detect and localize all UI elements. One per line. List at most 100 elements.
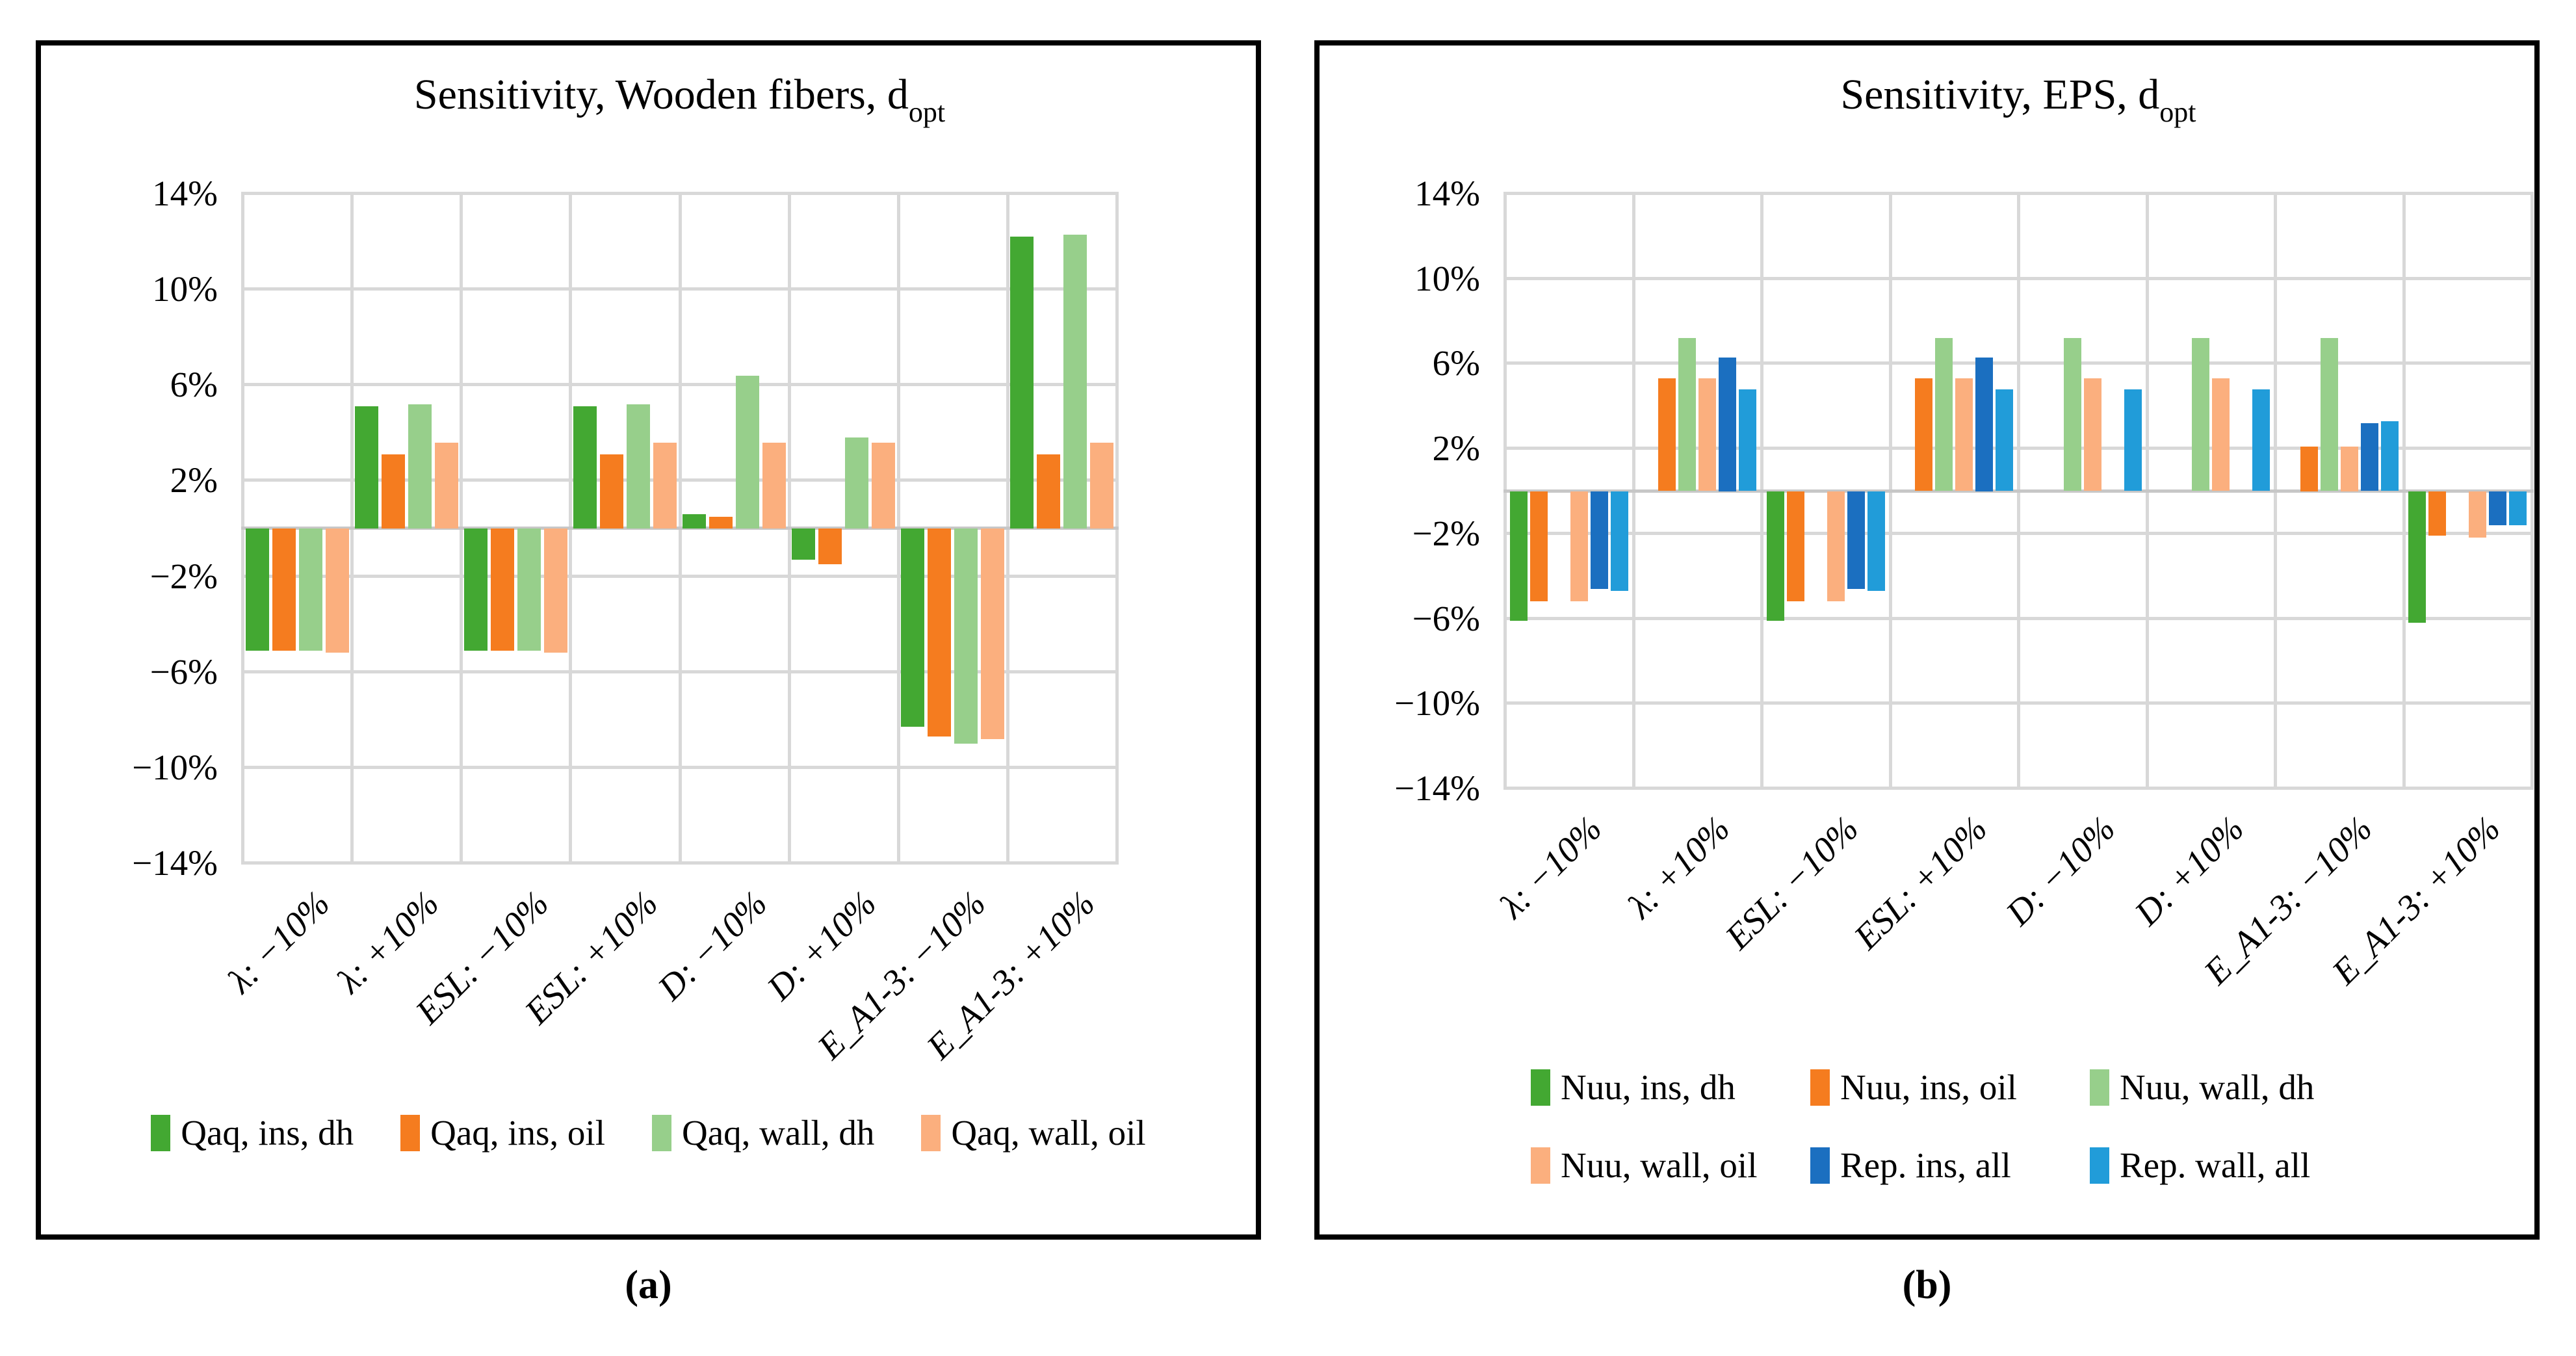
- legend-label: Qaq, wall, oil: [951, 1113, 1146, 1153]
- subfigure-caption-b: (b): [1902, 1263, 1952, 1307]
- bar-qaq-ins-oil: [599, 454, 623, 528]
- legend-item: Qaq, wall, oil: [921, 1113, 1146, 1153]
- y-tick-label: −6%: [150, 651, 218, 692]
- chart-panel-b: Sensitivity, EPS, dopt 14% 10% 6% 2% −2% −6% −…: [1314, 40, 2540, 1240]
- x-category-label: ESL: +10%: [1845, 808, 1995, 957]
- bar-qaq-ins-dh: [792, 528, 816, 560]
- bar-nuu-ins-dh: [2408, 491, 2426, 623]
- bar-nuu-wall-dh: [1935, 338, 1953, 491]
- bar-qaq-wall-oil: [1090, 442, 1114, 528]
- bar-nuu-wall-oil: [2083, 378, 2101, 491]
- bar-rep-ins-all: [2489, 491, 2507, 525]
- bar-qaq-wall-oil: [762, 442, 787, 528]
- x-category-label: D: −10%: [649, 883, 775, 1008]
- chart-b-title-main: Sensitivity, EPS, d: [1840, 71, 2160, 118]
- x-category-label: λ: −10%: [220, 883, 337, 1000]
- bar-rep-ins-all: [2360, 423, 2378, 491]
- legend-swatch-icon: [1531, 1147, 1550, 1184]
- y-tick-label: 10%: [152, 269, 218, 309]
- bar-rep-wall-all: [1996, 389, 2014, 491]
- chart-a-title-subscript: opt: [908, 96, 946, 128]
- bar-nuu-wall-dh: [2320, 338, 2338, 491]
- bar-rep-wall-all: [1610, 491, 1628, 592]
- bar-rep-wall-all: [2252, 389, 2270, 491]
- bar-rep-ins-all: [1590, 491, 1608, 589]
- legend-item: Nuu, ins, oil: [1810, 1067, 2090, 1108]
- y-tick-label: 10%: [1414, 258, 1480, 298]
- x-category-label: λ: +10%: [1620, 808, 1738, 926]
- bar-nuu-ins-oil: [1529, 491, 1548, 602]
- legend-swatch-icon: [400, 1115, 421, 1151]
- legend-label: Nuu, ins, oil: [1840, 1067, 2017, 1107]
- bar-nuu-wall-oil: [1827, 491, 1845, 602]
- bar-qaq-ins-dh: [901, 528, 925, 727]
- y-tick-label: −10%: [132, 747, 218, 787]
- bar-qaq-wall-dh: [736, 375, 760, 528]
- legend-label: Rep. ins, all: [1840, 1145, 2011, 1185]
- y-tick-label: −2%: [150, 556, 218, 596]
- bar-rep-ins-all: [1975, 357, 1994, 491]
- bar-qaq-wall-oil: [981, 528, 1005, 739]
- bar-qaq-wall-oil: [325, 528, 349, 653]
- bar-qaq-wall-oil: [543, 528, 567, 653]
- subfigure-caption-a: (a): [625, 1263, 672, 1307]
- legend-item: Nuu, wall, oil: [1531, 1145, 1810, 1186]
- bar-qaq-wall-oil: [653, 442, 677, 528]
- chart-a-legend: Qaq, ins, dh Qaq, ins, oil Qaq, wall, dh Qa…: [41, 1113, 1256, 1153]
- chart-panel-a: Sensitivity, Wooden fibers, dopt 14% 10% 6…: [36, 40, 1261, 1240]
- legend-swatch-icon: [1531, 1069, 1550, 1106]
- bar-qaq-wall-dh: [1063, 234, 1087, 528]
- gridline-horizontal: [1503, 192, 2534, 195]
- legend-label: Nuu, wall, dh: [2120, 1067, 2315, 1107]
- y-tick-label: −2%: [1412, 513, 1480, 553]
- bar-nuu-ins-dh: [1766, 491, 1784, 621]
- bar-nuu-wall-oil: [1570, 491, 1588, 602]
- bar-rep-ins-all: [1719, 357, 1737, 491]
- x-category-label: λ: −10%: [1492, 808, 1609, 926]
- bar-nuu-ins-oil: [1915, 378, 1933, 491]
- bar-qaq-wall-dh: [626, 404, 650, 528]
- bar-nuu-ins-oil: [2428, 491, 2447, 536]
- bar-nuu-wall-dh: [1678, 338, 1697, 491]
- bar-qaq-ins-oil: [928, 528, 952, 737]
- legend-item: Qaq, wall, dh: [652, 1113, 874, 1153]
- bar-rep-ins-all: [1847, 491, 1865, 589]
- bar-qaq-ins-oil: [272, 528, 296, 651]
- bar-qaq-ins-dh: [463, 528, 488, 651]
- legend-item: Nuu, ins, dh: [1531, 1067, 1810, 1108]
- legend-label: Nuu, wall, oil: [1561, 1145, 1758, 1185]
- bar-nuu-wall-oil: [2469, 491, 2487, 538]
- bar-qaq-wall-dh: [954, 528, 978, 744]
- x-category-label: D: +10%: [2126, 808, 2252, 933]
- bar-nuu-wall-oil: [2212, 378, 2230, 491]
- bar-qaq-ins-dh: [683, 514, 707, 528]
- legend-label: Nuu, ins, dh: [1561, 1067, 1736, 1107]
- bar-nuu-wall-dh: [2063, 338, 2081, 491]
- chart-a-title: Sensitivity, Wooden fibers, dopt: [414, 70, 945, 129]
- legend-item: Qaq, ins, oil: [400, 1113, 605, 1153]
- y-tick-label: −10%: [1394, 683, 1480, 724]
- legend-item: Qaq, ins, dh: [151, 1113, 354, 1153]
- y-tick-label: 2%: [1432, 428, 1480, 469]
- bar-qaq-wall-dh: [845, 437, 869, 528]
- legend-swatch-icon: [2090, 1069, 2109, 1106]
- y-tick-label: −6%: [1412, 598, 1480, 638]
- legend-swatch-icon: [921, 1115, 941, 1151]
- bar-qaq-ins-oil: [818, 528, 842, 565]
- bar-qaq-ins-oil: [1037, 454, 1061, 528]
- bar-nuu-ins-oil: [2300, 446, 2318, 491]
- legend-label: Qaq, wall, dh: [682, 1113, 875, 1153]
- legend-item: Rep. ins, all: [1810, 1145, 2090, 1186]
- legend-item: Rep. wall, all: [2090, 1145, 2369, 1186]
- legend-label: Rep. wall, all: [2120, 1145, 2311, 1185]
- zero-axis-line: [1503, 489, 2534, 493]
- legend-label: Qaq, ins, dh: [181, 1113, 354, 1153]
- bar-rep-wall-all: [2509, 491, 2527, 525]
- bar-qaq-ins-dh: [245, 528, 269, 651]
- bar-qaq-wall-oil: [434, 442, 458, 528]
- bar-qaq-ins-oil: [709, 516, 733, 528]
- y-tick-label: −14%: [1394, 768, 1480, 808]
- y-tick-label: 6%: [170, 365, 218, 405]
- legend-swatch-icon: [652, 1115, 671, 1151]
